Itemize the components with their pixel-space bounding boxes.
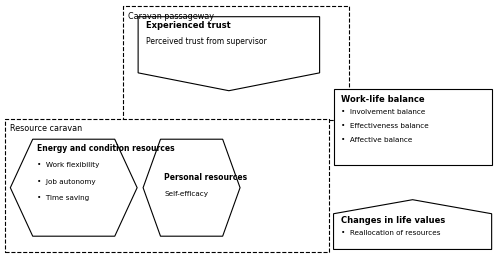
Text: •  Reallocation of resources: • Reallocation of resources — [341, 230, 440, 236]
Text: •  Job autonomy: • Job autonomy — [36, 179, 96, 185]
Text: Energy and condition resources: Energy and condition resources — [36, 144, 174, 153]
Text: Caravan passageway: Caravan passageway — [128, 12, 214, 21]
Text: Resource caravan: Resource caravan — [10, 124, 83, 133]
Bar — [334, 90, 492, 165]
Polygon shape — [10, 139, 137, 236]
Text: •  Effectiveness balance: • Effectiveness balance — [341, 123, 428, 129]
Text: Perceived trust from supervisor: Perceived trust from supervisor — [146, 37, 266, 46]
Text: Work-life balance: Work-life balance — [341, 94, 424, 103]
Text: Self-efficacy: Self-efficacy — [164, 191, 208, 197]
Text: Experienced trust: Experienced trust — [146, 21, 230, 29]
Bar — [123, 6, 350, 120]
Polygon shape — [143, 139, 240, 236]
Bar — [6, 119, 328, 252]
Text: Personal resources: Personal resources — [164, 173, 248, 182]
Polygon shape — [334, 200, 492, 249]
Text: •  Involvement balance: • Involvement balance — [341, 109, 425, 115]
Text: Changes in life values: Changes in life values — [341, 216, 445, 225]
Text: •  Affective balance: • Affective balance — [341, 137, 412, 143]
Text: •  Time saving: • Time saving — [36, 195, 89, 201]
Text: •  Work flexibility: • Work flexibility — [36, 162, 99, 168]
Polygon shape — [138, 17, 320, 91]
